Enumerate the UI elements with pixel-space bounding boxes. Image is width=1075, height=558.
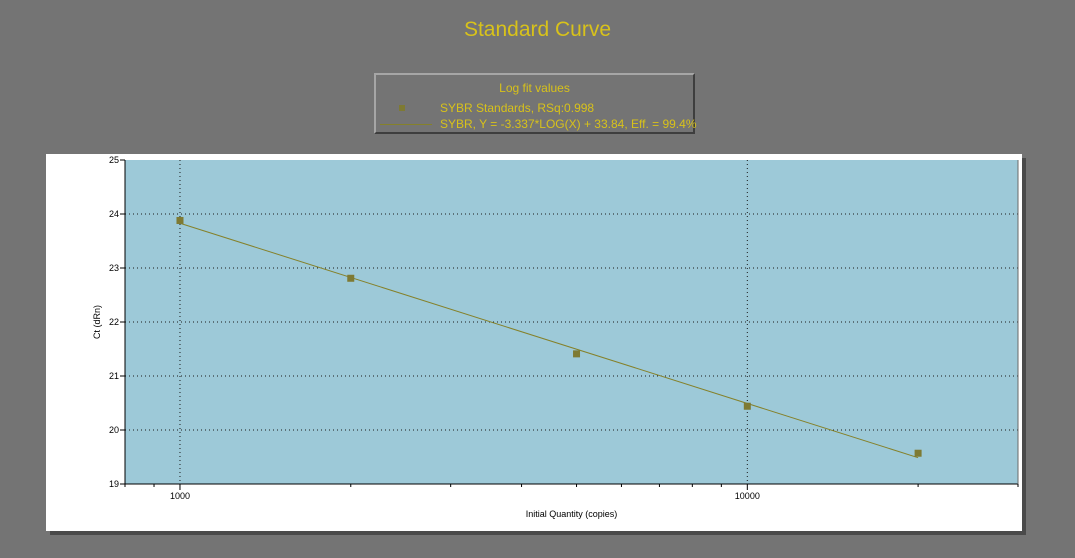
x-tick-label: 10000 [735,491,760,501]
standard-curve-chart: 19 20 21 22 23 24 25 1000 10000 Initial Quantity… [92,155,1019,519]
legend-title: Log fit values [499,81,570,95]
legend: Log fit values SYBR Standards, RSq:0.998… [374,73,697,134]
plot-area [125,160,1018,484]
y-tick-label: 23 [109,263,119,273]
x-axis-label: Initial Quantity (copies) [526,509,618,519]
data-point [743,402,751,410]
plot-panel: 19 20 21 22 23 24 25 1000 10000 Initial Quantity… [46,154,1022,531]
y-tick-label: 22 [109,317,119,327]
legend-entry-fit: SYBR, Y = -3.337*LOG(X) + 33.84, Eff. = … [376,117,697,132]
legend-entry-text: SYBR Standards, RSq:0.998 [440,101,595,115]
data-point [176,216,184,224]
legend-entry-text: SYBR, Y = -3.337*LOG(X) + 33.84, Eff. = … [440,117,697,131]
data-point [347,274,355,282]
data-point [573,350,581,358]
fit-line [179,222,919,459]
legend-line-swatch [380,124,432,125]
chart-title: Standard Curve [463,18,612,41]
legend-point-swatch [399,105,405,111]
y-tick-label: 20 [109,425,119,435]
legend-entry-points: SYBR Standards, RSq:0.998 [376,101,693,116]
y-tick-label: 21 [109,371,119,381]
y-tick-label: 19 [109,479,119,489]
data-point [914,449,922,457]
x-tick-label: 1000 [170,491,190,501]
y-axis-label: Ct (dRn) [92,305,102,339]
y-tick-label: 24 [109,209,119,219]
y-tick-label: 25 [109,155,119,165]
